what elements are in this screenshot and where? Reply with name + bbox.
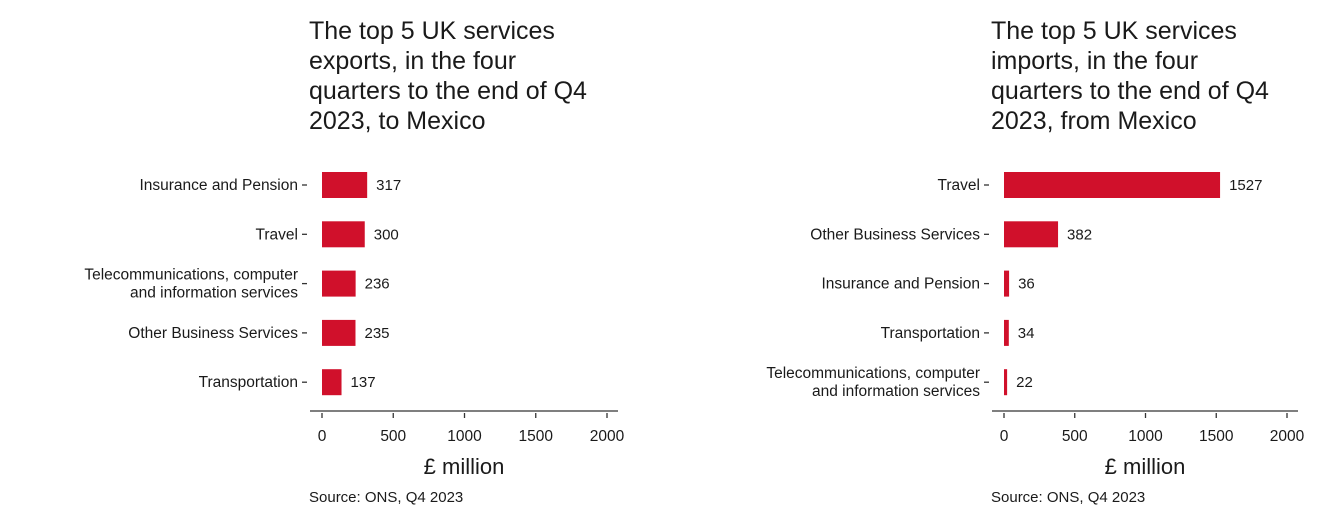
x-tick-label: 1500 (519, 428, 554, 445)
chart-title-line: imports, in the four (991, 47, 1199, 75)
category-label-line: Travel (256, 226, 299, 243)
value-label: 317 (376, 177, 401, 194)
value-label: 382 (1067, 226, 1092, 243)
value-label: 235 (364, 325, 389, 342)
bar (1004, 172, 1221, 198)
chart-title-line: quarters to the end of Q4 (309, 77, 587, 105)
x-tick-label: 1500 (1199, 428, 1234, 445)
category-label-line: Transportation (881, 325, 980, 342)
bar (322, 172, 368, 198)
category-label-line: Telecommunications, computer (84, 267, 298, 284)
x-tick-label: 500 (1062, 428, 1088, 445)
value-label: 137 (351, 374, 376, 391)
category-label: Transportation (881, 325, 980, 342)
category-label-line: Travel (938, 177, 981, 194)
value-label: 236 (365, 276, 390, 293)
category-label-line: Other Business Services (810, 226, 980, 243)
category-label: Travel (938, 177, 981, 194)
bar (322, 270, 356, 297)
exports-chart-panel: The top 5 UK services exports, in the fo… (84, 16, 625, 506)
exports-bar-chart: Insurance and Pension 317 Travel 300 Telecom… (84, 172, 625, 479)
x-tick-label: 0 (1000, 428, 1009, 445)
value-label: 22 (1016, 374, 1033, 391)
x-tick-label: 0 (318, 428, 327, 445)
chart-title-line: exports, in the four (309, 47, 517, 75)
category-label-line: and information services (130, 285, 298, 302)
bar (1004, 221, 1059, 248)
category-label: Transportation (199, 374, 298, 391)
imports-bar-chart: Travel 1527 Other Business Services 382 Insu… (766, 172, 1305, 479)
chart-title-line: The top 5 UK services (309, 17, 555, 45)
bar (322, 221, 365, 248)
x-axis-title: £ million (424, 454, 505, 479)
chart-title-line: 2023, to Mexico (309, 107, 486, 135)
category-label: Other Business Services (810, 226, 980, 243)
category-label-line: Other Business Services (128, 325, 298, 342)
bar (1004, 270, 1010, 297)
category-label-line: Telecommunications, computer (766, 365, 980, 382)
value-label: 1527 (1229, 177, 1262, 194)
imports-chart-panel: The top 5 UK services imports, in the fo… (659, 0, 1318, 511)
x-axis-title: £ million (1105, 454, 1186, 479)
x-tick-label: 1000 (1128, 428, 1163, 445)
category-label-line: Transportation (199, 374, 298, 391)
chart-title: The top 5 UK services exports, in the fo… (309, 16, 587, 136)
x-tick-label: 2000 (1270, 428, 1305, 445)
bar (1004, 369, 1008, 396)
chart-source: Source: ONS, Q4 2023 (991, 489, 1146, 506)
category-label-line: Insurance and Pension (139, 177, 298, 194)
x-tick-label: 500 (380, 428, 406, 445)
bar (322, 319, 356, 346)
bar (1004, 319, 1009, 346)
category-label-line: and information services (812, 383, 980, 400)
category-label: Insurance and Pension (821, 276, 980, 293)
category-label-line: Insurance and Pension (821, 276, 980, 293)
chart-title-line: The top 5 UK services (991, 17, 1237, 45)
value-label: 300 (374, 226, 399, 243)
chart-title-line: quarters to the end of Q4 (991, 77, 1269, 105)
x-tick-label: 1000 (447, 428, 482, 445)
category-label: Other Business Services (128, 325, 298, 342)
x-tick-label: 2000 (590, 428, 625, 445)
chart-title-line: 2023, from Mexico (991, 107, 1197, 135)
value-label: 34 (1018, 325, 1035, 342)
chart-title: The top 5 UK services imports, in the fo… (991, 16, 1269, 136)
category-label: Insurance and Pension (139, 177, 298, 194)
bar (322, 369, 342, 396)
category-label: Telecommunications, computer and informat… (84, 267, 298, 302)
category-label: Telecommunications, computer and informat… (766, 365, 980, 400)
chart-source: Source: ONS, Q4 2023 (309, 489, 464, 506)
value-label: 36 (1018, 276, 1035, 293)
category-label: Travel (256, 226, 299, 243)
